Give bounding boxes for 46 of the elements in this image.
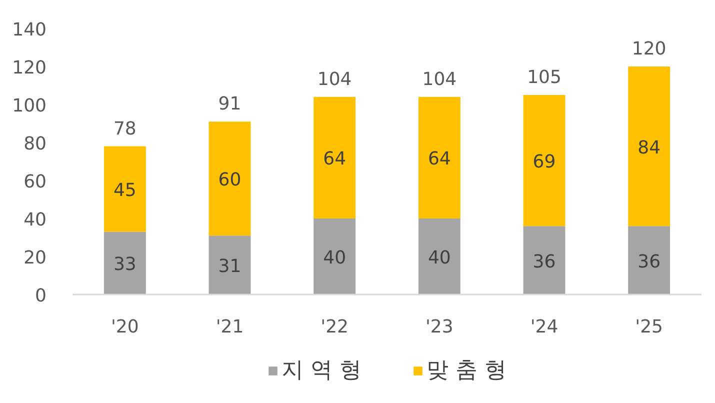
bar: [104, 232, 146, 294]
data-label: 84: [638, 137, 661, 158]
bar: [314, 218, 356, 294]
bar: [208, 236, 251, 294]
bar: [628, 226, 670, 294]
bar: [523, 95, 566, 226]
y-tick-label: 100: [12, 96, 47, 116]
bar: [523, 226, 566, 294]
bar: [418, 218, 460, 294]
x-tick-label: '20: [110, 316, 139, 338]
bar: [314, 96, 356, 218]
legend-label: 지 역 형: [282, 357, 362, 385]
y-tick-label: 120: [12, 58, 47, 78]
x-tick-label: '22: [320, 316, 349, 338]
total-label: 104: [422, 68, 457, 90]
y-tick-label: 0: [35, 286, 46, 306]
total-label: 105: [527, 67, 562, 88]
y-tick-label: 20: [24, 248, 46, 268]
total-label: 91: [218, 94, 242, 115]
data-label: 45: [113, 180, 136, 202]
total-label: 78: [113, 118, 136, 140]
data-label: 64: [323, 148, 346, 170]
data-label: 69: [532, 152, 556, 173]
data-label: 36: [532, 251, 556, 272]
total-label: 104: [317, 68, 352, 90]
bar: [104, 146, 146, 232]
y-tick-label: 40: [24, 210, 46, 230]
data-label: 36: [638, 251, 661, 272]
bar: [628, 66, 670, 226]
data-label: 31: [218, 256, 242, 278]
data-label: 33: [113, 254, 136, 276]
y-tick-label: 140: [12, 20, 47, 40]
data-label: 60: [218, 170, 242, 191]
bar: [208, 122, 251, 236]
data-label: 64: [428, 148, 451, 170]
y-tick-label: 60: [24, 172, 46, 192]
legend-label: 맞 춤 형: [426, 357, 506, 385]
x-tick-label: '23: [425, 316, 454, 338]
total-label: 120: [632, 38, 666, 60]
y-tick-label: 80: [24, 134, 46, 154]
data-label: 40: [428, 248, 451, 268]
data-label: 40: [323, 248, 346, 268]
x-tick-label: '24: [530, 316, 558, 338]
x-tick-label: '25: [635, 316, 664, 338]
bar: [418, 96, 460, 218]
x-tick-label: '21: [216, 316, 244, 338]
